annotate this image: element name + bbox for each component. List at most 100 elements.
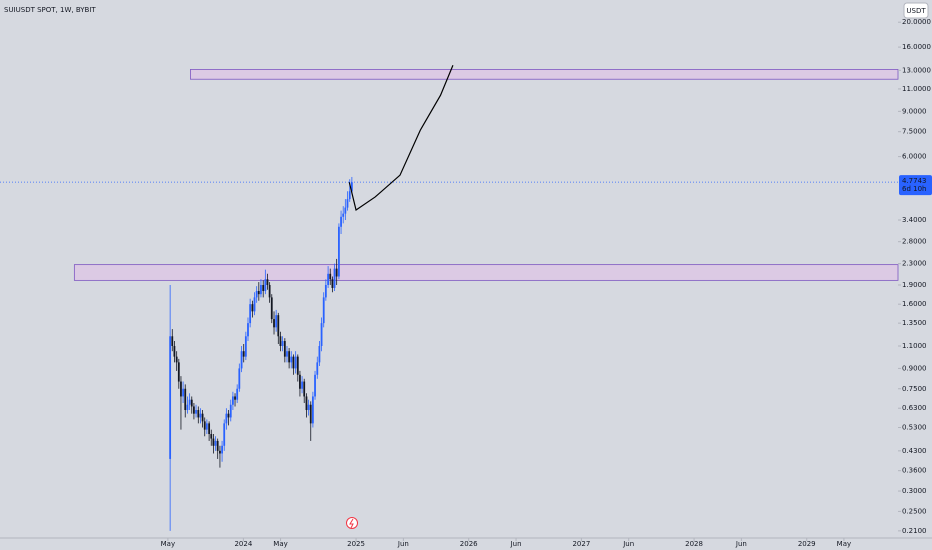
candle-body (303, 381, 306, 397)
candle-body (257, 291, 260, 295)
candle-body (242, 351, 245, 357)
candle-body (247, 323, 249, 337)
candle-body (327, 273, 330, 285)
candle-body (301, 381, 303, 389)
y-tick-label: 11.0000 (902, 85, 931, 93)
y-tick-label: 0.2500 (902, 507, 927, 515)
y-tick-label: 20.0000 (902, 18, 931, 26)
y-tick-label: 0.9000 (902, 364, 927, 372)
candle-body (281, 341, 284, 346)
y-tick-label: 0.4300 (902, 447, 927, 455)
candle-body (333, 268, 336, 288)
x-tick-label: Jun (510, 540, 522, 548)
candle-body (299, 374, 301, 389)
candle-body (320, 323, 323, 346)
candle-body (171, 336, 174, 346)
candle-body (266, 279, 269, 285)
candle-body (262, 284, 265, 292)
y-tick-label: 2.3000 (902, 260, 927, 268)
candle-body (190, 399, 193, 407)
candle-body (335, 268, 338, 277)
candle-body (203, 421, 206, 430)
candle-body (329, 273, 332, 280)
candle-body (249, 304, 252, 324)
y-tick-label: 13.0000 (902, 66, 931, 74)
y-tick-label: 7.5000 (902, 128, 927, 136)
candle-body (273, 319, 275, 328)
candle-body (214, 440, 217, 446)
last-price-label: 4.7743 (902, 177, 927, 185)
y-tick-label: 3.4000 (902, 216, 927, 224)
candle-body (277, 315, 280, 337)
x-tick-label: 2026 (460, 540, 478, 548)
candle-body (182, 388, 184, 397)
countdown-label: 6d 10h (902, 185, 926, 193)
y-tick-label: 1.1000 (902, 342, 927, 350)
zone (73, 264, 899, 281)
candle-body (240, 351, 243, 369)
candle-body (186, 404, 189, 411)
candle-body (188, 399, 191, 405)
candle-body (292, 356, 295, 369)
event-marker[interactable] (346, 517, 358, 529)
candle-body (348, 191, 351, 200)
candle-body (296, 356, 299, 375)
y-tick-label: 0.3600 (902, 467, 927, 475)
candle-body (195, 410, 197, 414)
candle-body (216, 440, 219, 451)
candle-body (210, 434, 213, 439)
last-price-box (899, 175, 932, 196)
x-tick-label: 2028 (685, 540, 703, 548)
candle-body (342, 213, 345, 217)
y-tick-label: 2.8000 (902, 238, 927, 246)
candle-body (322, 297, 325, 324)
zone (190, 69, 899, 80)
x-tick-label: 2024 (234, 540, 252, 548)
candle-body (177, 362, 180, 382)
y-tick-label: 0.7500 (902, 385, 927, 393)
currency-button[interactable] (903, 2, 929, 19)
y-tick-label: 0.5300 (902, 424, 927, 432)
candle-body (180, 381, 182, 397)
candle-body (318, 345, 321, 363)
candle-body (184, 388, 187, 411)
currency-button-label[interactable]: USDT (906, 7, 926, 15)
x-tick-label: Jun (397, 540, 409, 548)
candle-body (268, 284, 271, 298)
x-tick-label: Jun (735, 540, 747, 548)
candle-body (173, 345, 176, 357)
candle-body (219, 450, 221, 454)
candle-body (279, 336, 282, 346)
candle-body (199, 413, 202, 418)
candle-body (227, 413, 230, 418)
y-tick-label: 0.3000 (902, 487, 927, 495)
x-tick-label: May (273, 540, 287, 548)
y-tick-label: 9.0000 (902, 107, 927, 115)
candle-body (223, 423, 226, 446)
candle-body (294, 356, 297, 369)
candle-body (324, 284, 327, 298)
y-tick-label: 0.2100 (902, 527, 927, 535)
candle-body (231, 396, 234, 405)
y-tick-label: 1.6000 (902, 300, 927, 308)
y-tick-label: 0.6300 (902, 404, 927, 412)
candle-body (340, 216, 342, 227)
candle-body (251, 304, 254, 312)
candle-body (197, 410, 200, 418)
candle-body (331, 279, 334, 288)
candle-body (221, 445, 223, 454)
candle-body (234, 396, 236, 400)
candle-body (314, 374, 316, 397)
candle-body (229, 404, 232, 418)
candle-body (212, 438, 215, 446)
candle-body (316, 362, 319, 375)
candle-body (311, 396, 314, 424)
y-tick-label: 1.3500 (902, 319, 927, 327)
candle-body (193, 406, 195, 414)
x-tick-label: 2027 (572, 540, 590, 548)
candle-body (290, 356, 293, 363)
candle-body (309, 404, 312, 424)
candle-body (286, 351, 288, 357)
x-tick-label: May (837, 540, 851, 548)
candle-body (283, 341, 286, 357)
